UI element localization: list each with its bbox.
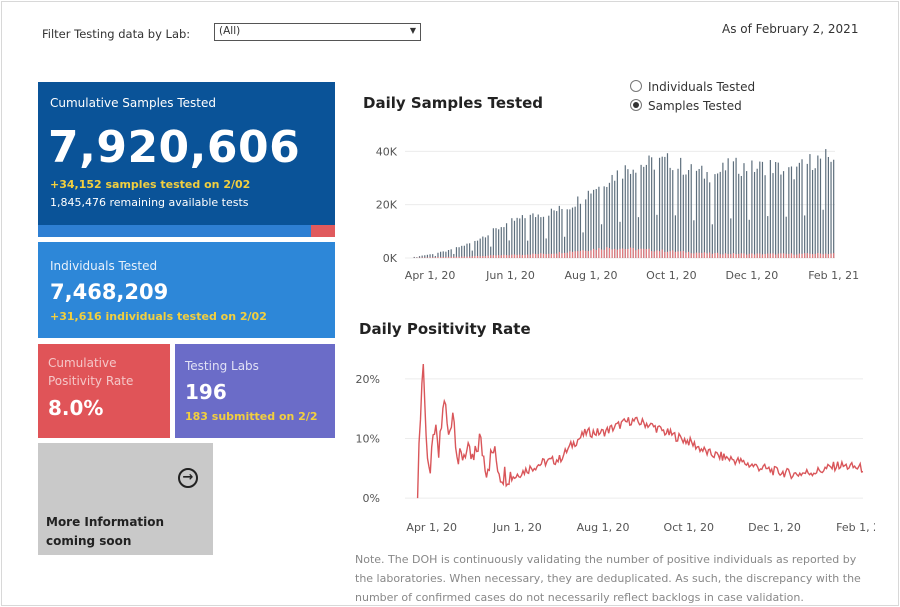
x-tick-label: Feb 1, 21 — [808, 269, 859, 282]
x-tick-label: Aug 1, 20 — [564, 269, 617, 282]
individuals-tested-card: Individuals Tested 7,468,209 +31,616 ind… — [38, 242, 335, 338]
more-information-card[interactable]: → More Information coming soon — [38, 443, 213, 555]
radio-individuals-tested[interactable]: Individuals Tested — [630, 79, 755, 98]
lab-filter-select[interactable]: (All) ▼ — [214, 23, 421, 41]
positivity-rate-title: Cumulative Positivity Rate — [48, 356, 134, 388]
daily-samples-chart: 0K 20K 40K Apr 1, 20 Jun 1, 20 Aug 1, 20 Oct 1… — [376, 145, 859, 282]
positivity-rate-card: Cumulative Positivity Rate 8.0% — [38, 344, 170, 438]
filter-label: Filter Testing data by Lab: — [42, 27, 191, 41]
testing-labs-card: Testing Labs 196 183 submitted on 2/2 — [175, 344, 335, 438]
testing-labs-title: Testing Labs — [185, 359, 259, 373]
cumulative-samples-card: Cumulative Samples Tested 7,920,606 +34,… — [38, 82, 335, 237]
daily-samples-title: Daily Samples Tested — [363, 94, 544, 112]
y-tick-label: 40K — [376, 145, 398, 158]
individuals-tested-value: 7,468,209 — [50, 280, 169, 304]
testing-labs-value: 196 — [185, 380, 227, 404]
as-of-date: As of February 2, 2021 — [722, 22, 859, 36]
x-tick-label: Jun 1, 20 — [485, 269, 535, 282]
x-tick-label: Apr 1, 20 — [406, 521, 457, 534]
y-tick-label: 10% — [356, 432, 380, 445]
daily-positivity-chart: 0% 10% 20% Apr 1, 20 Jun 1, 20 Aug 1, 20 Oct 1… — [356, 363, 875, 534]
radio-button-icon[interactable] — [630, 80, 642, 92]
x-tick-label: Dec 1, 20 — [748, 521, 801, 534]
x-tick-label: Aug 1, 20 — [577, 521, 630, 534]
y-tick-label: 0K — [383, 252, 398, 265]
x-tick-label: Oct 1, 20 — [664, 521, 715, 534]
test-capacity-bar — [38, 225, 335, 237]
x-tick-label: Dec 1, 20 — [726, 269, 779, 282]
daily-positivity-title: Daily Positivity Rate — [359, 320, 531, 338]
validation-note: Note. The DOH is continuously validating… — [355, 553, 861, 604]
radio-samples-tested[interactable]: Samples Tested — [630, 98, 755, 117]
samples-today-text: +34,152 samples tested on 2/02 — [50, 178, 251, 191]
individuals-today-text: +31,616 individuals tested on 2/02 — [50, 310, 267, 323]
remaining-tests-text: 1,845,476 remaining available tests — [50, 196, 249, 209]
positivity-rate-value: 8.0% — [48, 396, 104, 420]
lab-filter-value: (All) — [219, 25, 241, 37]
y-tick-label: 0% — [363, 492, 380, 505]
dropdown-arrow-icon[interactable]: ▼ — [409, 26, 416, 35]
positivity-line — [416, 363, 864, 499]
more-information-text: More Information coming soon — [46, 515, 165, 548]
x-tick-label: Feb 1, 21 — [836, 521, 875, 534]
individuals-tested-title: Individuals Tested — [50, 259, 158, 273]
remaining-capacity-fill — [311, 225, 335, 237]
cumulative-samples-value: 7,920,606 — [48, 122, 301, 173]
x-tick-label: Apr 1, 20 — [405, 269, 456, 282]
radio-label: Samples Tested — [648, 99, 742, 113]
y-tick-label: 20K — [376, 199, 398, 212]
metric-radio-group[interactable]: Individuals Tested Samples Tested — [630, 79, 755, 117]
x-tick-label: Jun 1, 20 — [492, 521, 542, 534]
y-tick-label: 20% — [356, 373, 380, 386]
arrow-right-icon[interactable]: → — [178, 468, 198, 488]
radio-button-icon[interactable] — [630, 99, 642, 111]
radio-label: Individuals Tested — [648, 80, 756, 94]
labs-submitted-text: 183 submitted on 2/2 — [185, 410, 318, 423]
cumulative-samples-title: Cumulative Samples Tested — [50, 96, 216, 110]
x-tick-label: Oct 1, 20 — [646, 269, 697, 282]
